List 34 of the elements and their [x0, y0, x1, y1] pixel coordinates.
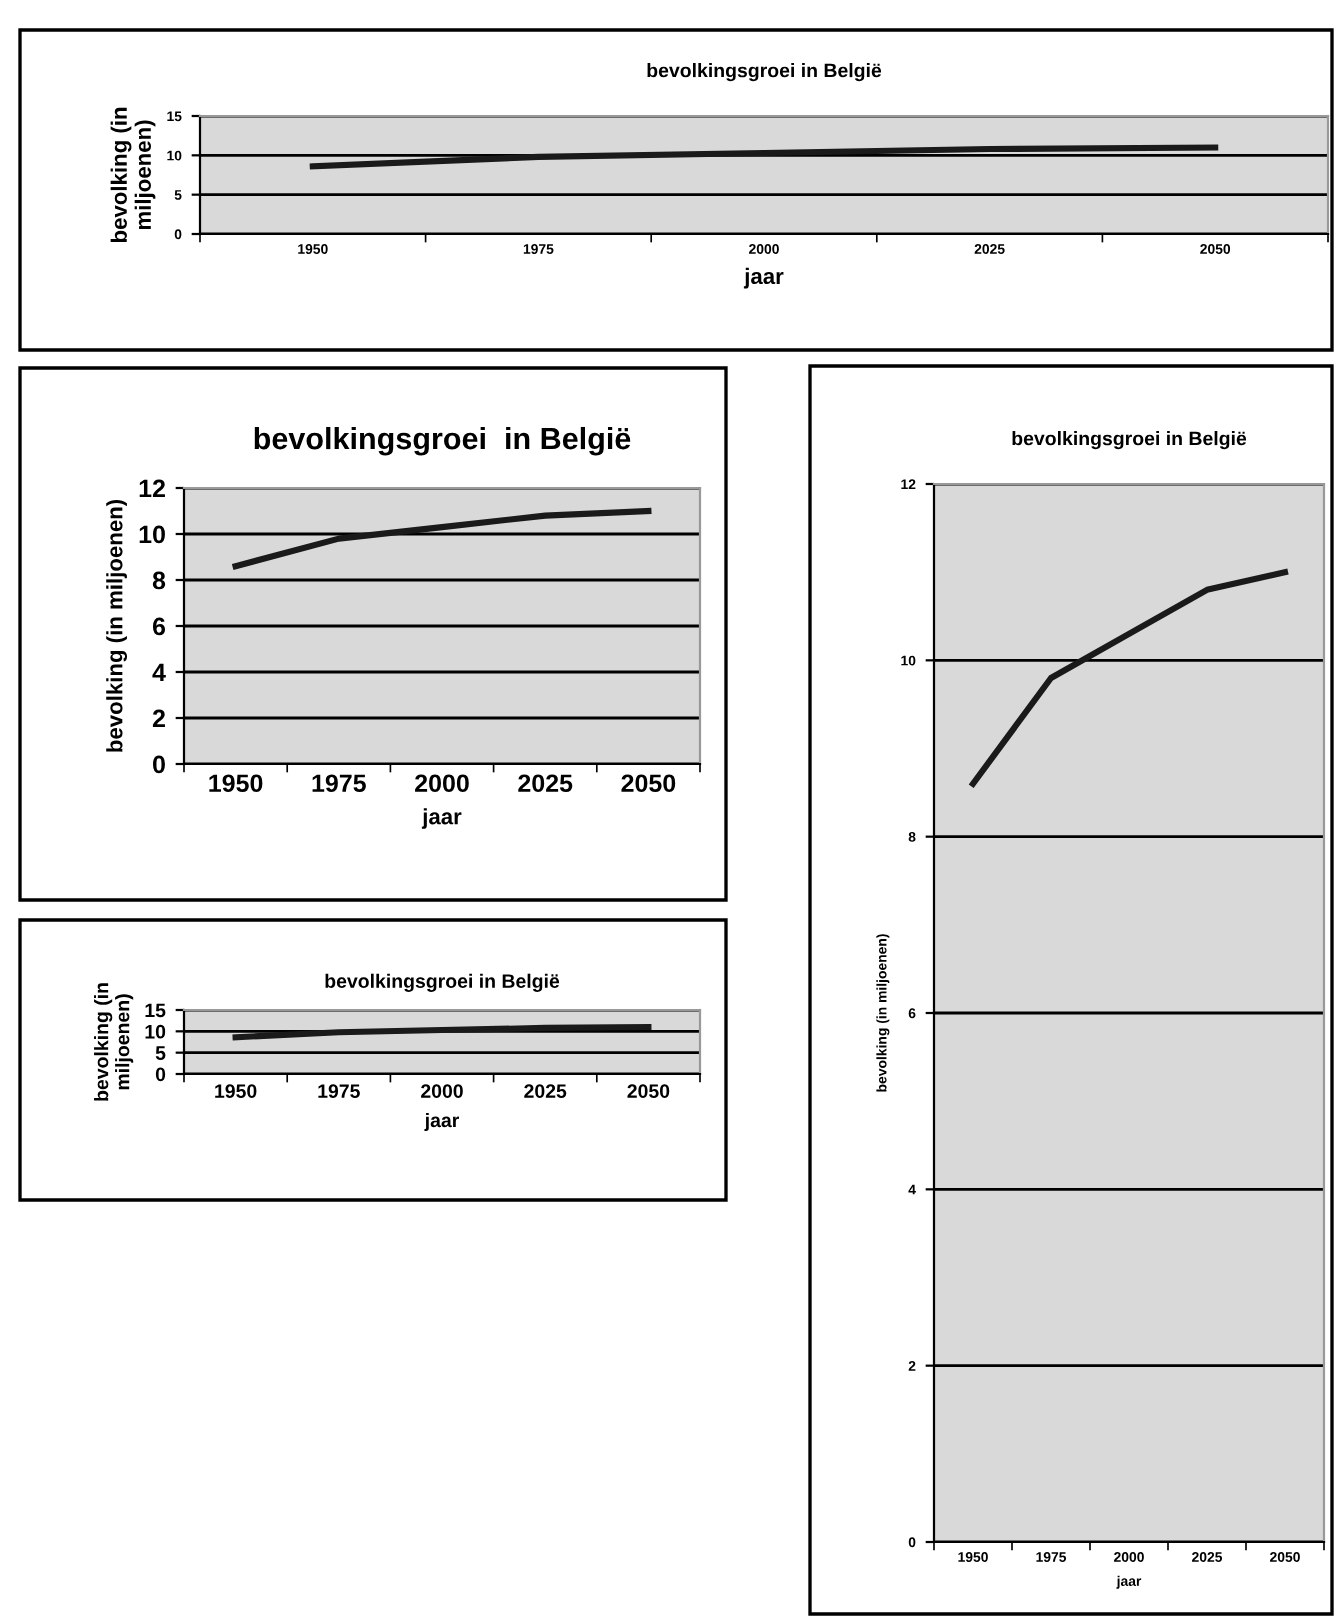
chart-title: bevolkingsgroei in België: [254, 426, 631, 456]
y-axis-title: bevolking (in miljoenen): [110, 107, 156, 243]
x-tick-label: 1950: [215, 1084, 257, 1098]
x-axis-title: jaar: [421, 808, 462, 829]
line-series: [969, 569, 1289, 787]
y-axis-title: bevolking (in miljoenen): [94, 983, 134, 1101]
y-tick-label: 6: [152, 617, 166, 636]
y-tick-label: 0: [155, 1067, 166, 1082]
y-tick-label: 15: [145, 1003, 166, 1018]
chart-title: bevolkingsgroei in België: [1012, 431, 1247, 450]
y-tick-label: 10: [145, 1024, 166, 1039]
x-axis-title: jaar: [424, 1112, 460, 1132]
x-tick-label: 2025: [524, 1084, 567, 1098]
y-tick-label: 10: [139, 525, 165, 544]
x-tick-label: 2050: [627, 1084, 670, 1098]
y-tick-label: 2: [152, 709, 165, 728]
y-tick-label: 12: [139, 479, 165, 498]
x-tick-label: 2050: [621, 774, 676, 793]
x-tick-label: 1950: [209, 774, 263, 793]
y-axis-title: bevolking (in miljoenen): [106, 499, 128, 752]
chart-title: bevolkingsgroei in België: [647, 63, 882, 82]
y-tick-label: 0: [153, 755, 165, 774]
x-tick-label: 2000: [415, 774, 469, 793]
y-tick-label: 5: [155, 1046, 166, 1060]
line-series: [232, 507, 652, 570]
y-tick-label: 8: [152, 571, 166, 590]
y-tick-label: 4: [152, 663, 166, 682]
x-tick-label: 1975: [312, 774, 366, 793]
chart-title: bevolkingsgroei in België: [325, 973, 560, 992]
line-series: [309, 144, 1219, 170]
x-tick-label: 2025: [518, 774, 573, 793]
x-tick-label: 1975: [318, 1084, 360, 1098]
x-axis-title: jaar: [743, 267, 784, 289]
x-tick-label: 2000: [421, 1084, 463, 1098]
